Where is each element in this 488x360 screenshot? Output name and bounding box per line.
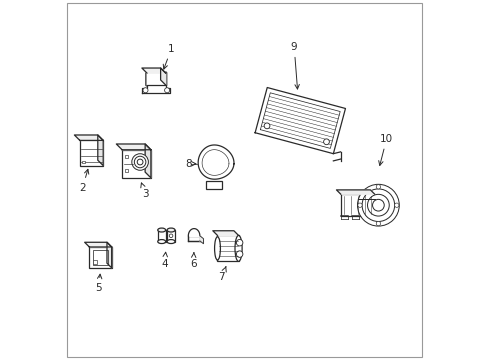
Ellipse shape [167,240,175,244]
Circle shape [142,88,148,93]
Text: 1: 1 [163,44,174,69]
Text: 7: 7 [218,267,226,282]
Bar [340,194,374,216]
Circle shape [236,251,243,257]
Bar [188,236,200,241]
Ellipse shape [214,237,220,260]
Polygon shape [200,236,203,244]
Bar [82,161,84,163]
Bar [217,235,238,261]
Ellipse shape [158,228,165,232]
Circle shape [323,139,329,145]
Circle shape [137,159,142,165]
Text: 10: 10 [378,134,392,166]
Bar [89,247,111,268]
Polygon shape [198,145,233,179]
Polygon shape [188,229,200,236]
Polygon shape [107,242,111,268]
Polygon shape [98,135,103,166]
Bar [92,250,108,265]
Bar [125,169,127,172]
Polygon shape [212,231,238,235]
Ellipse shape [167,228,175,232]
Circle shape [236,239,243,246]
Circle shape [169,234,172,238]
Polygon shape [142,85,170,93]
Text: 5: 5 [95,274,102,293]
Text: 8: 8 [185,159,196,169]
Bar [122,150,151,178]
Circle shape [264,123,269,129]
Circle shape [164,88,169,93]
Polygon shape [142,68,165,73]
Polygon shape [336,190,374,194]
Text: 4: 4 [161,252,167,269]
Polygon shape [116,144,151,150]
Circle shape [367,194,388,216]
Polygon shape [255,87,345,154]
Circle shape [134,156,145,168]
Circle shape [132,154,148,170]
Polygon shape [84,242,111,247]
Polygon shape [145,144,151,178]
Polygon shape [74,135,103,140]
Bar [205,181,222,189]
Bar [167,230,175,242]
Text: 9: 9 [290,42,299,89]
Ellipse shape [235,235,242,261]
Ellipse shape [158,240,165,244]
Bar [93,260,97,264]
Text: 6: 6 [190,253,196,269]
Text: 3: 3 [141,183,148,199]
Bar [80,140,103,166]
Circle shape [375,185,380,189]
Polygon shape [160,68,165,85]
Text: 2: 2 [79,169,89,193]
Circle shape [357,203,362,207]
Circle shape [361,189,394,221]
FancyBboxPatch shape [145,72,166,86]
Bar [125,155,127,158]
Bar [158,230,165,242]
Circle shape [357,184,398,226]
Circle shape [375,221,380,226]
Circle shape [372,199,384,211]
Circle shape [394,203,398,207]
